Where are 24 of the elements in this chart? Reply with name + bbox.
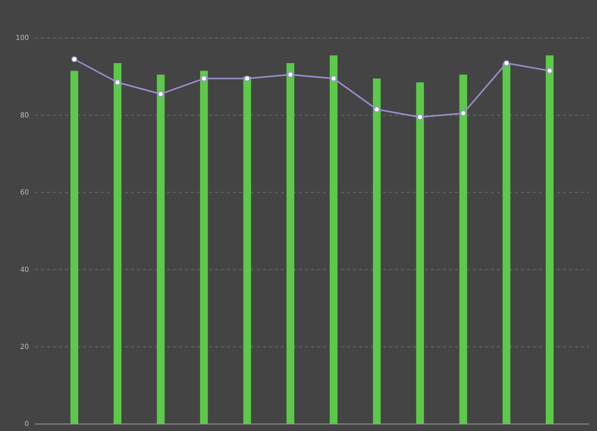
bar: [70, 70, 78, 424]
point: [546, 68, 553, 74]
bar: [156, 74, 165, 424]
bar: [546, 55, 554, 424]
point: [417, 114, 424, 120]
bar: [459, 74, 468, 424]
point: [200, 76, 207, 82]
point: [503, 60, 510, 66]
bar: [114, 63, 122, 424]
bar: [372, 78, 381, 424]
bar: [286, 63, 294, 424]
point: [114, 79, 121, 86]
bar: [330, 55, 338, 424]
point: [71, 56, 78, 62]
point: [158, 90, 164, 97]
bar: [200, 70, 208, 424]
point: [374, 106, 380, 112]
point: [244, 76, 250, 82]
bar: [416, 82, 424, 424]
point: [460, 110, 466, 116]
point: [330, 76, 337, 82]
bar: [502, 63, 510, 424]
bar: [243, 76, 252, 424]
point: [287, 72, 294, 78]
